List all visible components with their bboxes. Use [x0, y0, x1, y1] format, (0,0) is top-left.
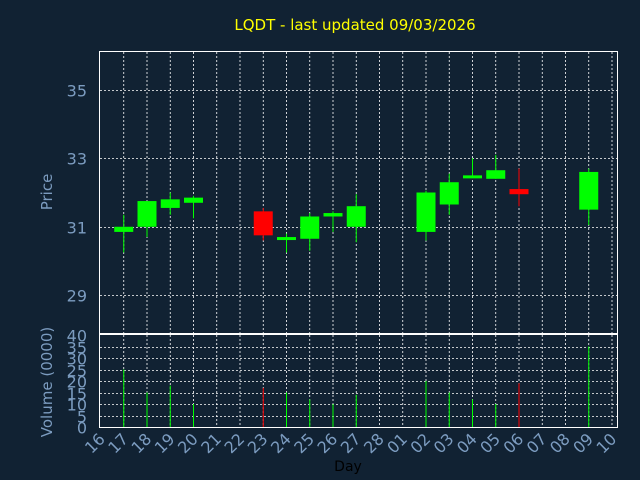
candle-body: [439, 182, 459, 205]
candle-body: [346, 206, 366, 227]
x-tick-label: 10: [592, 429, 620, 457]
volume-tick-label: 40: [67, 327, 87, 346]
price-tick-label: 31: [67, 219, 87, 238]
price-grid: [100, 52, 617, 333]
candle-body: [509, 189, 529, 195]
volume-tick-label: 20: [67, 373, 87, 392]
x-axis-label: Day: [334, 459, 362, 475]
chart-title: LQDT - last updated 09/03/2026: [234, 16, 475, 34]
volume-tick-label: 10: [67, 396, 87, 415]
volume-tick-label: 35: [67, 339, 87, 358]
candle-body: [323, 213, 343, 217]
volume-grid: [100, 335, 617, 427]
volume-tick-label: 15: [67, 385, 87, 404]
candle-body: [579, 171, 599, 210]
candle-body: [253, 211, 273, 236]
candle-body: [300, 216, 320, 239]
candle-body: [277, 237, 296, 241]
candle-body: [416, 192, 436, 232]
volume-bars: [123, 346, 590, 427]
candle-body: [463, 175, 482, 179]
candles: [114, 154, 599, 253]
volume-axis-label: Volume (0000): [38, 327, 56, 437]
volume-tick-label: 30: [67, 350, 87, 369]
x-axis-ticks: 1617181920212223242526272801020304050607…: [81, 429, 620, 457]
volume-tick-label: 5: [77, 408, 87, 427]
price-tick-label: 29: [67, 287, 87, 306]
candle-body: [184, 197, 203, 203]
candle-body: [114, 226, 134, 232]
price-y-axis-ticks: 29 31 33 35: [67, 82, 87, 306]
price-tick-label: 35: [67, 82, 87, 101]
candle-body: [137, 201, 157, 227]
volume-tick-label: 0: [77, 419, 87, 438]
price-axis-label: Price: [38, 174, 56, 211]
candle-body: [160, 199, 180, 208]
volume-panel-frame: [99, 334, 618, 428]
candle-body: [486, 170, 506, 179]
price-tick-label: 33: [67, 150, 87, 169]
price-panel-frame: [99, 51, 618, 334]
volume-tick-label: 25: [67, 362, 87, 381]
